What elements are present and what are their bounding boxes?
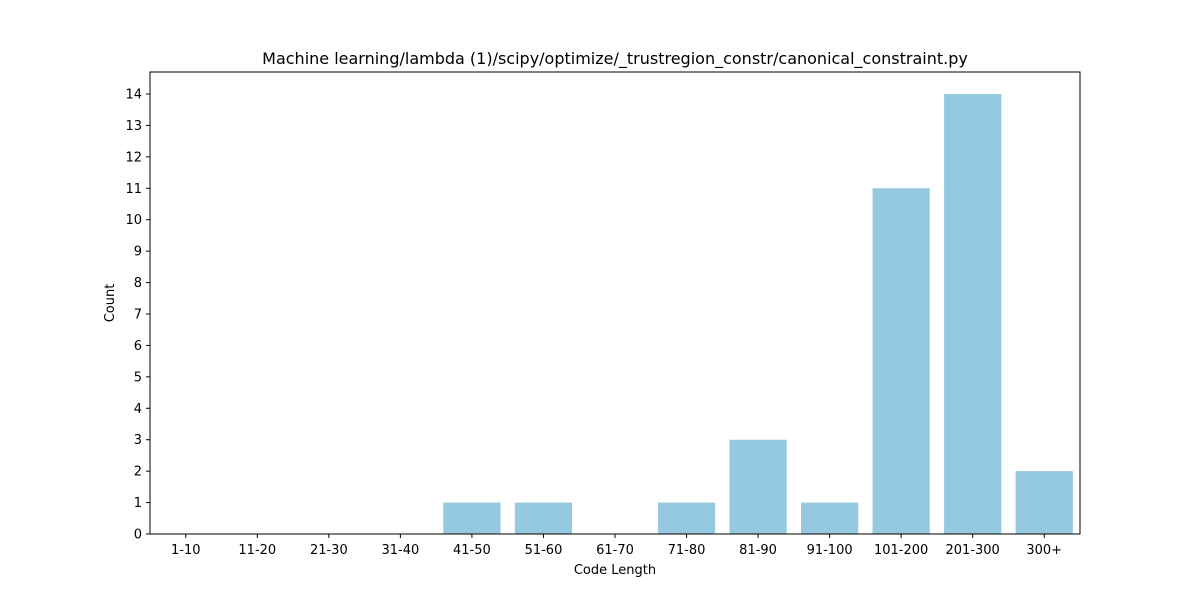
x-tick-label: 201-300: [946, 543, 1000, 558]
x-tick-label: 101-200: [874, 543, 928, 558]
x-tick-label: 51-60: [525, 543, 563, 558]
y-tick-label: 5: [134, 370, 142, 385]
y-tick-label: 2: [134, 465, 142, 480]
x-tick-label: 81-90: [739, 543, 777, 558]
x-tick-label: 41-50: [453, 543, 491, 558]
y-tick-label: 6: [134, 339, 142, 354]
y-tick-label: 4: [134, 402, 142, 417]
bar-71-80: [657, 502, 716, 534]
bar-101-200: [872, 188, 930, 535]
y-tick-label: 3: [134, 433, 142, 448]
y-tick-label: 7: [134, 308, 142, 323]
y-tick-label: 14: [125, 88, 142, 103]
y-tick-label: 1: [134, 496, 142, 511]
bar-81-90: [729, 439, 787, 534]
plot-frame: [149, 71, 1081, 535]
bar-41-50: [443, 502, 501, 534]
y-tick-label: 8: [134, 276, 142, 291]
x-tick-label: 61-70: [596, 543, 634, 558]
x-tick-label: 300+: [1026, 543, 1062, 558]
bar-300+: [1015, 471, 1073, 534]
y-tick-label: 13: [125, 119, 142, 134]
x-axis-label: Code Length: [574, 563, 656, 578]
x-tick-label: 21-30: [310, 543, 348, 558]
y-tick-label: 9: [134, 245, 142, 260]
bar-91-100: [801, 502, 859, 534]
x-ticks-group: 1-10 11-20 21-30 31-40 41-50 51-60 61-70 71-80 8…: [171, 534, 1062, 558]
bars-group: [443, 94, 1073, 535]
y-tick-label: 11: [125, 182, 142, 197]
x-tick-label: 91-100: [807, 543, 853, 558]
x-tick-label: 11-20: [238, 543, 276, 558]
y-tick-label: 0: [134, 528, 142, 543]
y-tick-label: 10: [125, 213, 142, 228]
bar-201-300: [944, 94, 1002, 534]
chart-title: Machine learning/lambda (1)/scipy/optimi…: [262, 49, 968, 69]
bar-51-60: [514, 502, 573, 534]
x-tick-label: 71-80: [668, 543, 706, 558]
y-axis-label: Count: [103, 284, 118, 323]
x-tick-label: 31-40: [381, 543, 419, 558]
y-tick-label: 12: [125, 150, 142, 165]
x-tick-label: 1-10: [171, 543, 201, 558]
